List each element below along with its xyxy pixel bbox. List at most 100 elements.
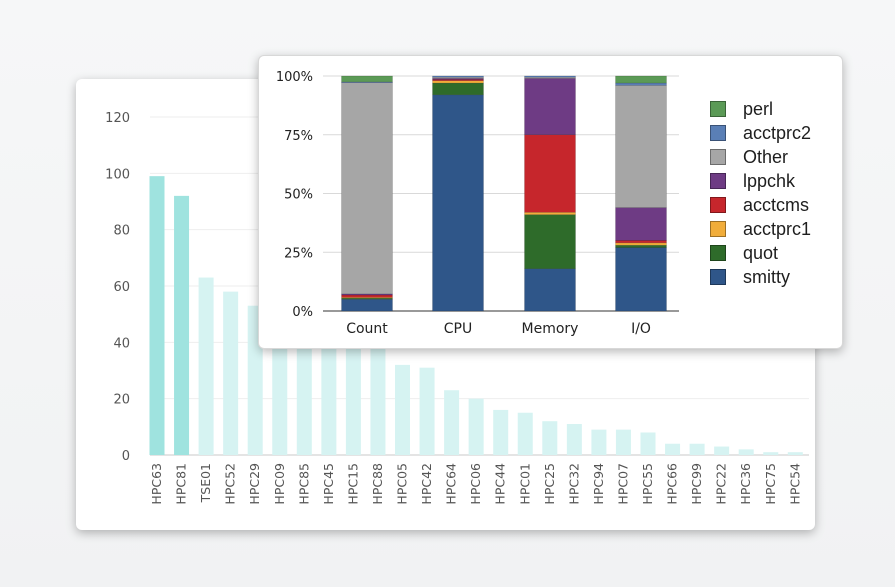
y-tick-label: 120	[105, 111, 130, 126]
bar-hpc54	[787, 452, 803, 455]
stack-segment-other	[615, 85, 667, 208]
x-tick-label: HPC44	[493, 463, 508, 505]
stack-segment-smitty	[524, 268, 576, 312]
stack-segment-acctprc2	[524, 75, 576, 78]
x-tick-label: Count	[346, 321, 388, 337]
bar-hpc66	[665, 443, 681, 455]
y-tick-label: 40	[113, 336, 130, 351]
legend-item-other: Other	[710, 145, 811, 169]
y-tick-label: 0	[122, 449, 130, 464]
stack-segment-lppchk	[432, 78, 484, 80]
bar-hpc63	[149, 176, 165, 455]
stack-segment-acctprc2	[615, 82, 667, 86]
stack-segment-smitty	[615, 247, 667, 312]
y-tick-label: 100	[105, 167, 130, 182]
workload-stacked-bar-chart: 0% 25% 50% 75% 100% Count CPU Memory I/O	[276, 70, 679, 337]
x-tick-label: CPU	[444, 321, 472, 337]
chart-legend: perl acctprc2 Other lppchk acctcms acctprc1 qu…	[710, 97, 811, 289]
stack-segment-quot	[615, 244, 667, 248]
legend-label: Other	[743, 146, 789, 167]
bar-hpc42	[419, 367, 435, 455]
stack-segment-acctprc1	[615, 242, 667, 246]
y-tick-label: 60	[113, 280, 130, 295]
bar-tse01	[198, 277, 214, 455]
bar-hpc05	[395, 364, 410, 455]
y-tick-label: 80	[113, 224, 130, 239]
y-tick-label: 100%	[276, 70, 313, 85]
y-tick-label: 75%	[284, 129, 313, 144]
x-tick-label: HPC81	[174, 463, 189, 505]
hpc-ranking-bar-chart: 0 20 40 60 80 100 120 HPC63 HPC81 TSE01 HPC52 HPC29…	[105, 111, 809, 505]
legend-swatch	[710, 269, 726, 285]
x-tick-label: TSE01	[198, 463, 213, 503]
legend-label: acctcms	[743, 194, 810, 215]
x-tick-label: HPC75	[763, 463, 778, 505]
legend-item-acctprc2: acctprc2	[710, 121, 811, 145]
legend-label: lppchk	[743, 170, 796, 191]
x-tick-label: HPC54	[787, 463, 802, 505]
legend-swatch	[710, 221, 726, 237]
bar-hpc25	[542, 421, 558, 455]
stack-segment-acctprc1	[524, 212, 576, 215]
legend-swatch	[710, 245, 726, 261]
legend-label: acctprc2	[743, 122, 812, 143]
stack-segment-smitty	[341, 299, 393, 312]
legend-item-smitty: smitty	[710, 265, 811, 289]
x-tick-label: I/O	[631, 321, 651, 337]
bar-hpc45	[321, 331, 337, 455]
bar-hpc15	[345, 336, 361, 455]
stack-segment-acctcms	[341, 294, 393, 298]
y-tick-label: 20	[113, 393, 130, 408]
x-tick-label: HPC07	[615, 463, 630, 505]
x-tick-label: HPC55	[640, 463, 655, 505]
x-tick-label: HPC52	[223, 463, 238, 505]
stack-segment-acctprc1	[432, 80, 484, 84]
x-tick-label: HPC45	[321, 463, 336, 505]
legend-swatch	[710, 101, 726, 117]
stack-segment-lppchk	[524, 78, 576, 136]
x-tick-label: HPC05	[395, 463, 410, 505]
stack-segment-other	[341, 82, 393, 295]
x-tick-label: HPC32	[566, 463, 581, 505]
bar-hpc88	[370, 347, 386, 455]
x-tick-label: Memory	[522, 321, 579, 337]
bar-hpc01	[517, 412, 533, 455]
bar-hpc81	[174, 195, 190, 455]
y-tick-label: 0%	[292, 305, 313, 320]
legend-item-quot: quot	[710, 241, 811, 265]
bar-hpc52	[223, 291, 239, 455]
stack-segment-perl	[615, 75, 667, 84]
bar-hpc32	[566, 424, 582, 455]
legend-item-lppchk: lppchk	[710, 169, 811, 193]
stack-segment-acctcms	[524, 134, 576, 213]
x-tick-label: HPC66	[665, 463, 680, 505]
x-tick-label: HPC63	[149, 463, 164, 505]
legend-item-perl: perl	[710, 97, 811, 121]
bar-hpc94	[591, 429, 607, 455]
legend-label: quot	[743, 242, 779, 263]
x-tick-label: HPC99	[689, 463, 704, 505]
bar-hpc55	[640, 432, 656, 455]
stack-segment-lppchk	[615, 207, 667, 241]
bar-hpc22	[714, 446, 730, 455]
legend-swatch	[710, 125, 726, 141]
legend-item-acctprc1: acctprc1	[710, 217, 811, 241]
legend-swatch	[710, 149, 726, 165]
bar-hpc44	[493, 409, 509, 455]
bar-hpc75	[763, 452, 779, 455]
legend-swatch	[710, 197, 726, 213]
stack-segment-acctcms	[615, 240, 667, 244]
stack-segment-acctprc2	[432, 75, 484, 78]
bar-hpc06	[468, 398, 484, 455]
stack-segment-perl	[341, 75, 393, 83]
stack-segment-smitty	[432, 94, 484, 312]
x-tick-label: HPC22	[714, 463, 729, 505]
stack-segment-quot	[524, 214, 576, 269]
x-tick-label: HPC06	[468, 463, 483, 505]
bar-hpc85	[296, 325, 312, 455]
x-tick-label: HPC64	[444, 463, 459, 505]
bar-hpc09	[272, 314, 288, 455]
x-tick-label: HPC42	[419, 463, 434, 505]
x-tick-label: HPC09	[272, 463, 287, 505]
stack-segment-quot	[432, 82, 484, 96]
